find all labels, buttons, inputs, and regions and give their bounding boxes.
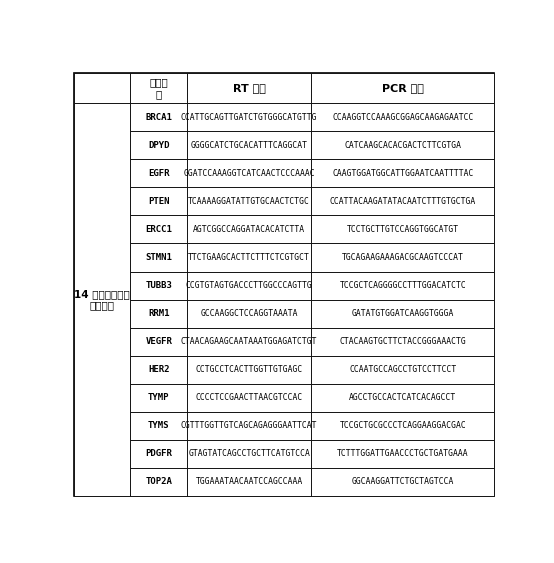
Text: GGCAAGGATTCTGCTAGTCCA: GGCAAGGATTCTGCTAGTCCA (352, 477, 454, 486)
Text: TOP2A: TOP2A (145, 477, 172, 486)
Bar (130, 356, 187, 383)
Bar (311, 440, 494, 468)
Text: AGCCTGCCACTCATCACAGCCT: AGCCTGCCACTCATCACAGCCT (349, 393, 456, 402)
Bar (187, 271, 311, 300)
Text: STMN1: STMN1 (145, 253, 172, 262)
Text: TCAAAAGGATATTGTGCAACTCTGC: TCAAAAGGATATTGTGCAACTCTGC (188, 197, 310, 206)
Text: CAAGTGGATGGCATTGGAATCAATTTTAC: CAAGTGGATGGCATTGGAATCAATTTTAC (332, 169, 474, 178)
Text: VEGFR: VEGFR (145, 337, 172, 346)
Text: CCTGCCTCACTTGGTTGTGAGC: CCTGCCTCACTTGGTTGTGAGC (196, 365, 303, 374)
Bar (130, 383, 187, 412)
Text: TYMP: TYMP (148, 393, 170, 402)
Bar (187, 187, 311, 216)
Text: BRCA1: BRCA1 (145, 113, 172, 122)
Bar (130, 243, 187, 271)
Bar (311, 468, 494, 496)
Bar (74, 73, 130, 103)
Bar (130, 300, 187, 328)
Bar (187, 356, 311, 383)
Text: PDGFR: PDGFR (145, 449, 172, 458)
Bar (187, 328, 311, 356)
Bar (187, 440, 311, 468)
Bar (187, 300, 311, 328)
Bar (311, 131, 494, 159)
Bar (187, 468, 311, 496)
Text: TYMS: TYMS (148, 421, 170, 430)
Bar (187, 73, 311, 103)
Bar (311, 300, 494, 328)
Bar (130, 103, 187, 131)
Text: HER2: HER2 (148, 365, 170, 374)
Text: TGGAAATAACAATCCAGCCAAA: TGGAAATAACAATCCAGCCAAA (196, 477, 303, 486)
Text: CCCCTCCGAACTTAACGTCCAC: CCCCTCCGAACTTAACGTCCAC (196, 393, 303, 402)
Bar (187, 131, 311, 159)
Text: TCCTGCTTGTCCAGGTGGCATGT: TCCTGCTTGTCCAGGTGGCATGT (347, 225, 459, 234)
Text: CTAACAGAAGCAATAAATGGAGATCTGT: CTAACAGAAGCAATAAATGGAGATCTGT (181, 337, 317, 346)
Bar (130, 187, 187, 216)
Text: TCCGCTCAGGGGCCTTTGGACATCTC: TCCGCTCAGGGGCCTTTGGACATCTC (340, 281, 466, 290)
Bar (187, 412, 311, 440)
Text: GCCAAGGCTCCAGGTAAATA: GCCAAGGCTCCAGGTAAATA (201, 309, 298, 318)
Text: PTEN: PTEN (148, 197, 170, 206)
Text: 14 种抗肿瘤用药
相关基因: 14 种抗肿瘤用药 相关基因 (74, 289, 130, 310)
Text: GTAGTATCAGCCTGCTTCATGTCCA: GTAGTATCAGCCTGCTTCATGTCCA (188, 449, 310, 458)
Text: TTCTGAAGCACTTCTTTCTCGTGCT: TTCTGAAGCACTTCTTTCTCGTGCT (188, 253, 310, 262)
Bar (130, 271, 187, 300)
Text: GGGGCATCTGCACATTTCAGGCAT: GGGGCATCTGCACATTTCAGGCAT (191, 141, 307, 150)
Text: TCCGCTGCGCCCTCAGGAAGGACGAC: TCCGCTGCGCCCTCAGGAAGGACGAC (340, 421, 466, 430)
Bar (187, 243, 311, 271)
Text: DPYD: DPYD (148, 141, 170, 150)
Text: CCATTGCAGTTGATCTGTGGGCATGTTG: CCATTGCAGTTGATCTGTGGGCATGTTG (181, 113, 317, 122)
Bar (130, 440, 187, 468)
Bar (130, 159, 187, 187)
Bar (311, 103, 494, 131)
Text: AGTCGGCCAGGATACACATCTTA: AGTCGGCCAGGATACACATCTTA (193, 225, 305, 234)
Bar (311, 187, 494, 216)
Bar (130, 412, 187, 440)
Bar (311, 271, 494, 300)
Text: RT 引物: RT 引物 (233, 83, 266, 93)
Text: CCATTACAAGATATACAATCTTTGTGCTGA: CCATTACAAGATATACAATCTTTGTGCTGA (330, 197, 476, 206)
Bar (130, 328, 187, 356)
Bar (311, 216, 494, 243)
Bar (311, 73, 494, 103)
Text: RRM1: RRM1 (148, 309, 170, 318)
Bar (311, 243, 494, 271)
Bar (311, 159, 494, 187)
Bar (311, 412, 494, 440)
Text: CCAAGGTCCAAAGCGGAGCAAGAGAATCC: CCAAGGTCCAAAGCGGAGCAAGAGAATCC (332, 113, 474, 122)
Bar (130, 131, 187, 159)
Text: TCTTTGGATTGAACCCTGCTGATGAAA: TCTTTGGATTGAACCCTGCTGATGAAA (337, 449, 469, 458)
Bar (74, 103, 130, 496)
Text: CTACAAGTGCTTCTACCGGGAAACTG: CTACAAGTGCTTCTACCGGGAAACTG (340, 337, 466, 346)
Text: 目标基
因: 目标基 因 (150, 77, 168, 99)
Text: ERCC1: ERCC1 (145, 225, 172, 234)
Text: GATATGTGGATCAAGGTGGGA: GATATGTGGATCAAGGTGGGA (352, 309, 454, 318)
Text: EGFR: EGFR (148, 169, 170, 178)
Text: TGCAGAAGAAAGACGCAAGTCCCAT: TGCAGAAGAAAGACGCAAGTCCCAT (342, 253, 464, 262)
Bar (311, 356, 494, 383)
Text: CCGTGTAGTGACCCTTGGCCCAGTTG: CCGTGTAGTGACCCTTGGCCCAGTTG (186, 281, 312, 290)
Bar (130, 73, 187, 103)
Text: GGATCCAAAGGTCATCAACTCCCAAAC: GGATCCAAAGGTCATCAACTCCCAAAC (183, 169, 315, 178)
Text: TUBB3: TUBB3 (145, 281, 172, 290)
Text: PCR 引物: PCR 引物 (382, 83, 424, 93)
Bar (130, 468, 187, 496)
Bar (130, 216, 187, 243)
Bar (311, 383, 494, 412)
Bar (187, 216, 311, 243)
Text: CGTTTGGTTGTCAGCAGAGGGAATTCAT: CGTTTGGTTGTCAGCAGAGGGAATTCAT (181, 421, 317, 430)
Bar (187, 103, 311, 131)
Text: CATCAAGCACACGACTCTTCGTGA: CATCAAGCACACGACTCTTCGTGA (344, 141, 461, 150)
Bar (187, 383, 311, 412)
Bar (187, 159, 311, 187)
Bar (311, 328, 494, 356)
Text: CCAATGCCAGCCTGTCCTTCCT: CCAATGCCAGCCTGTCCTTCCT (349, 365, 456, 374)
